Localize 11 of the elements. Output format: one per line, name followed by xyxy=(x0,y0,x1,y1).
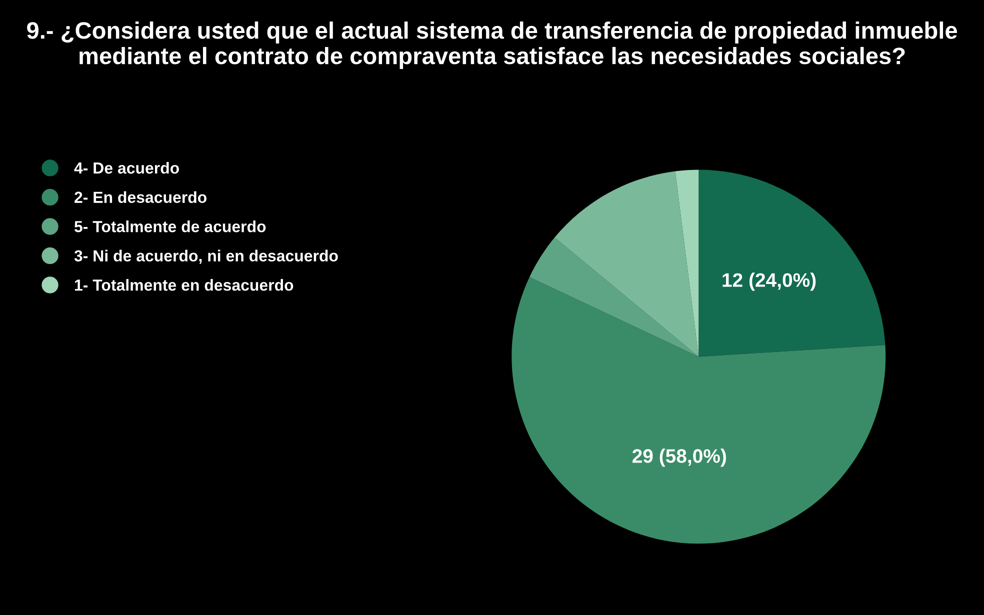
legend-label: 4- De acuerdo xyxy=(74,162,179,174)
data-label: 29 (58,0%) xyxy=(632,448,726,467)
data-label: 12 (24,0%) xyxy=(722,272,816,291)
pie-slice xyxy=(529,238,699,357)
legend-label: 1- Totalmente en desacuerdo xyxy=(74,279,294,291)
legend-label: 5- Totalmente de acuerdo xyxy=(74,220,266,232)
pie-slice xyxy=(554,171,699,357)
legend-label: 2- En desacuerdo xyxy=(74,191,207,203)
legend-label: 3- Ni de acuerdo, ni en desacuerdo xyxy=(74,250,338,264)
pie-slice xyxy=(698,170,886,357)
chart-title: 9.- ¿Considera usted que el actual sistema de transferencia de propiedad inmueble mediante el contrato de compraventa satisface las necesidades sociales? xyxy=(27,22,958,69)
